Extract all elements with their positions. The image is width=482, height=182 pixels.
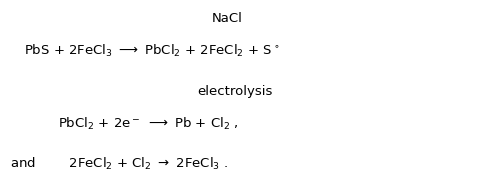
Text: electrolysis: electrolysis bbox=[198, 84, 273, 98]
Text: NaCl: NaCl bbox=[212, 12, 243, 25]
Text: PbCl$_2$ + 2e$^-$ $\longrightarrow$ Pb + Cl$_2$ ,: PbCl$_2$ + 2e$^-$ $\longrightarrow$ Pb +… bbox=[58, 116, 239, 132]
Text: and        2FeCl$_2$ + Cl$_2$ $\rightarrow$ 2FeCl$_3$ .: and 2FeCl$_2$ + Cl$_2$ $\rightarrow$ 2Fe… bbox=[10, 156, 228, 172]
Text: PbS + 2FeCl$_3$ $\longrightarrow$ PbCl$_2$ + 2FeCl$_2$ + S$^\circ$: PbS + 2FeCl$_3$ $\longrightarrow$ PbCl$_… bbox=[24, 43, 280, 59]
